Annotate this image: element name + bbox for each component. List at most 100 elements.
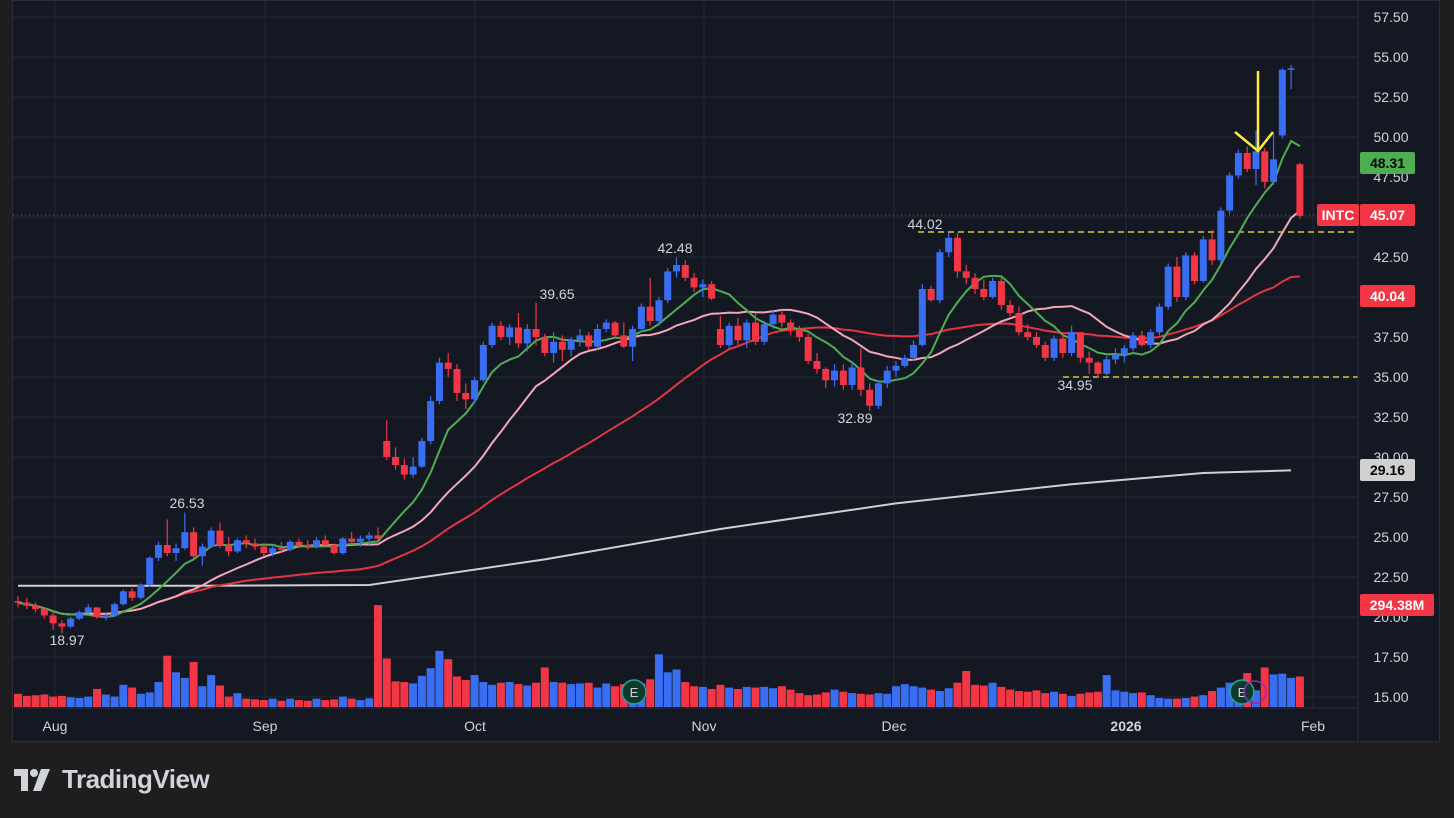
candle-body <box>550 341 558 353</box>
candle-body <box>778 314 786 323</box>
dividend-marker-icon <box>1243 680 1267 704</box>
volume-bar <box>303 700 312 707</box>
volume-bar <box>865 694 874 707</box>
volume-bar <box>584 682 593 707</box>
volume-bar <box>690 686 699 707</box>
candle-body <box>146 557 154 585</box>
candle-body <box>1076 332 1084 358</box>
volume-bar <box>1093 691 1102 707</box>
volume-bar <box>110 696 119 707</box>
candle-body <box>980 289 988 297</box>
candle-body <box>23 602 31 606</box>
price-annotation: 32.89 <box>837 410 872 426</box>
volume-bar <box>356 700 365 707</box>
candle-body <box>997 281 1005 305</box>
tradingview-logo[interactable]: TradingView <box>14 764 210 795</box>
candle-body <box>989 281 997 297</box>
candle-body <box>769 314 777 325</box>
volume-bar <box>66 697 75 707</box>
volume-bar <box>1208 691 1217 707</box>
candle-body <box>690 277 698 288</box>
sma50-line <box>17 275 1300 616</box>
volume-bar <box>31 695 40 707</box>
candle-body <box>1173 266 1181 297</box>
volume-bar <box>435 650 444 707</box>
candle-body <box>365 535 373 539</box>
volume-bar <box>663 672 672 707</box>
candle-body <box>356 538 364 542</box>
volume-bar <box>944 688 953 707</box>
candle-body <box>699 284 707 288</box>
candle-body <box>207 530 215 547</box>
price-tick-label: 32.50 <box>1373 409 1408 425</box>
candle-body <box>795 329 803 337</box>
candle-body <box>409 466 417 475</box>
volume-bar <box>180 677 189 707</box>
price-candles[interactable] <box>14 65 1304 634</box>
candle-body <box>927 289 935 301</box>
volume-bar <box>154 682 163 707</box>
candle-body <box>910 345 918 358</box>
candle-body <box>1287 68 1295 70</box>
volume-bar <box>874 693 883 707</box>
candle-body <box>32 605 40 609</box>
candle-body <box>962 271 970 278</box>
volume-bar <box>523 685 532 707</box>
volume-bar <box>382 658 391 707</box>
price-axis[interactable]: 15.0017.5020.0022.5025.0027.5030.0032.50… <box>1357 1 1440 742</box>
earnings-marker-icon <box>621 679 647 705</box>
volume-bar <box>1050 691 1059 707</box>
down-arrow-icon <box>1234 71 1274 153</box>
candle-body <box>14 601 22 603</box>
candle-body <box>286 541 294 550</box>
candle-body <box>1261 151 1269 182</box>
candle-body <box>734 325 742 341</box>
candle-body <box>137 585 145 598</box>
candle-body <box>593 329 601 347</box>
volume-bar <box>1137 692 1146 707</box>
volume-bar <box>795 693 804 707</box>
volume-bar <box>979 685 988 707</box>
candle-body <box>558 341 566 350</box>
price-annotation: 44.02 <box>907 216 942 232</box>
candle-body <box>1006 305 1014 313</box>
volume-bar <box>373 605 382 707</box>
candle-body <box>629 329 637 347</box>
candle-body <box>427 401 435 441</box>
volume-bar <box>312 698 321 707</box>
price-tick-label: 15.00 <box>1373 689 1408 705</box>
volume-bar <box>242 698 251 707</box>
price-annotation: 34.95 <box>1057 377 1092 393</box>
volume-bar <box>681 682 690 707</box>
volume-bar <box>1032 690 1041 707</box>
volume-bar <box>128 687 137 707</box>
price-annotation: 18.97 <box>49 632 84 648</box>
volume-bar <box>365 698 374 707</box>
volume-bar <box>215 685 224 707</box>
candle-body <box>1041 345 1049 358</box>
price-tick-label: 50.00 <box>1373 129 1408 145</box>
candle-body <box>1147 332 1155 345</box>
candle-body <box>269 548 277 553</box>
volume-bar <box>505 682 514 707</box>
candle-body <box>541 337 549 353</box>
volume-bar <box>760 686 769 707</box>
time-axis[interactable]: Aug Sep Oct Nov Dec 2026 Feb <box>13 707 1358 734</box>
volume-bar <box>602 683 611 707</box>
candle-body <box>1191 255 1199 281</box>
symbol-tag-bg <box>1317 204 1359 226</box>
volume-bar <box>444 659 453 707</box>
volume-bar <box>57 695 66 707</box>
volume-bar <box>567 684 576 707</box>
volume-bar <box>892 686 900 707</box>
candle-body <box>1015 313 1023 333</box>
candle-body <box>295 541 303 545</box>
candle-body <box>822 369 830 381</box>
candle-body <box>857 367 865 390</box>
candle-body <box>681 265 689 278</box>
candle-body <box>1199 239 1207 281</box>
candle-body <box>637 306 645 329</box>
